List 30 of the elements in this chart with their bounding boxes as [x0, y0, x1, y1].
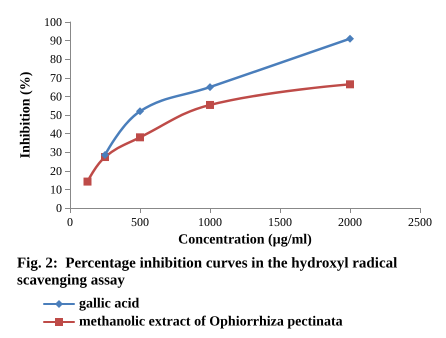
y-tick-label: 60	[50, 89, 62, 104]
point	[206, 83, 214, 92]
legend-label: gallic acid	[79, 296, 140, 312]
x-tick-label: 0	[67, 215, 73, 229]
y-tick-label: 20	[50, 164, 62, 178]
legend-label: methanolic extract of Ophiorrhiza pectinata	[79, 314, 343, 330]
x-tick-label: 2500	[408, 215, 432, 229]
y-tick-label: 100	[44, 15, 62, 29]
y-tick-label: 80	[50, 52, 62, 66]
text: Fig. 2: Percentage inhibition curves in the hydroxyl radical scavenging assay	[17, 256, 402, 288]
point	[206, 100, 214, 109]
point	[84, 178, 92, 186]
point	[346, 80, 354, 88]
x-tick-label: 500	[131, 215, 149, 229]
point	[101, 150, 109, 159]
x-tick-label: 1000	[198, 215, 222, 229]
x-tick-label: 1500	[268, 215, 292, 229]
x-axis-title: Concentration (µg/ml)	[178, 232, 312, 248]
y-tick-label: 10	[50, 182, 62, 196]
point	[346, 34, 354, 43]
y-tick-label: 40	[50, 126, 62, 141]
point	[136, 107, 144, 116]
point	[136, 133, 144, 142]
y-tick-label: 0	[56, 201, 62, 215]
y-tick-label: 30	[50, 145, 62, 160]
y-tick-label: 90	[50, 34, 62, 48]
x-tick-label: 2000	[338, 215, 362, 229]
y-axis-title: Inhibition (%)	[18, 71, 34, 158]
y-tick-label: 50	[50, 108, 62, 122]
y-tick-label: 70	[50, 70, 62, 85]
